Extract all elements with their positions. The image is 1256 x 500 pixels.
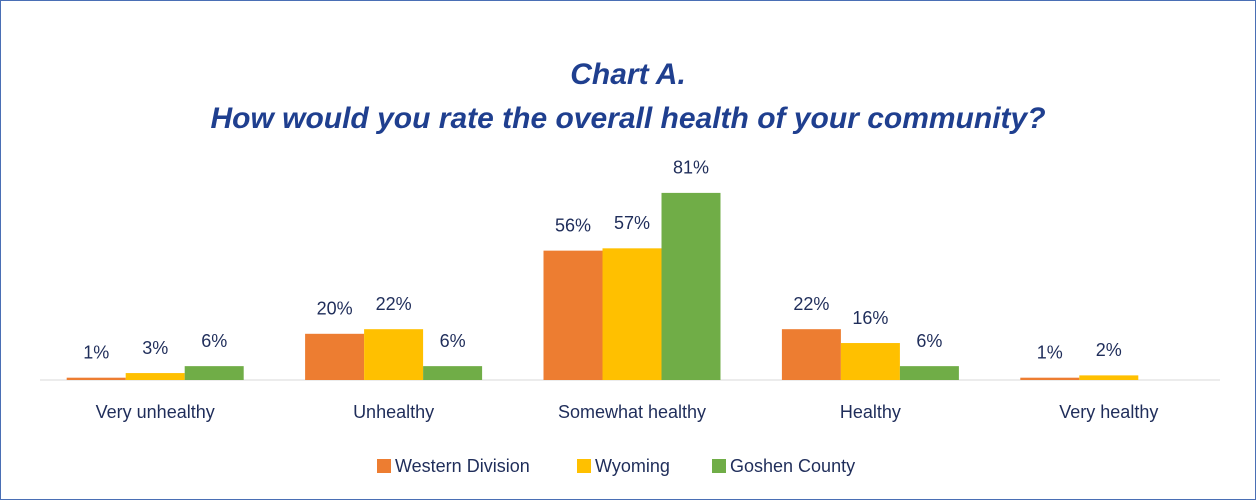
bar	[1079, 375, 1139, 380]
bar	[602, 248, 662, 380]
value-label: 3%	[142, 338, 168, 358]
legend-label: Wyoming	[595, 456, 670, 476]
bar	[661, 192, 721, 380]
bar	[1020, 377, 1080, 380]
value-label: 22%	[793, 294, 829, 314]
legend-swatch	[377, 459, 391, 473]
legend-swatch	[577, 459, 591, 473]
bar	[364, 329, 424, 380]
value-label: 2%	[1096, 340, 1122, 360]
legend-label: Western Division	[395, 456, 530, 476]
bar	[781, 329, 841, 380]
value-label: 1%	[1037, 342, 1063, 362]
legend-label: Goshen County	[730, 456, 855, 476]
x-tick-label: Healthy	[840, 402, 901, 422]
bar	[423, 366, 483, 380]
value-label: 81%	[673, 158, 709, 178]
bar	[125, 373, 185, 380]
legend-swatch	[712, 459, 726, 473]
bar	[840, 343, 900, 380]
value-label: 6%	[440, 331, 466, 351]
bar	[66, 377, 126, 380]
bar	[899, 366, 959, 380]
x-tick-label: Somewhat healthy	[558, 402, 706, 422]
value-label: 22%	[376, 294, 412, 314]
chart-subtitle: How would you rate the overall health of…	[210, 102, 1045, 135]
value-label: 6%	[916, 331, 942, 351]
value-label: 1%	[83, 342, 109, 362]
value-label: 6%	[201, 331, 227, 351]
x-tick-label: Very healthy	[1059, 402, 1158, 422]
value-label: 16%	[852, 308, 888, 328]
x-tick-label: Very unhealthy	[96, 402, 215, 422]
bar	[305, 333, 365, 380]
bar	[543, 250, 603, 380]
chart-title: Chart A.	[570, 58, 686, 91]
value-label: 20%	[317, 299, 353, 319]
bar	[184, 366, 244, 380]
value-label: 56%	[555, 215, 591, 235]
x-tick-label: Unhealthy	[353, 402, 434, 422]
value-label: 57%	[614, 213, 650, 233]
